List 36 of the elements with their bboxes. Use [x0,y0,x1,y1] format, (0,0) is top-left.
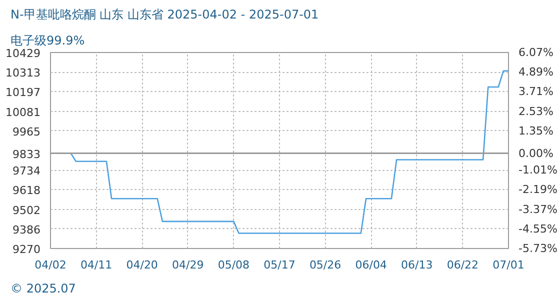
y-tick-label: 9618 [12,184,41,198]
x-tick-label: 06/04 [355,258,387,272]
y-tick-label: 10081 [6,106,41,119]
y2-tick-label: -2.19% [518,183,558,196]
x-tick-label: 04/29 [172,258,204,272]
y2-tick-label: 0.00% [518,146,554,160]
x-tick-label: 05/17 [264,258,296,272]
chart-title: N-甲基吡咯烷酮 山东 山东省 2025-04-02 - 2025-07-01 [10,8,319,22]
y-tick-label: 10313 [6,66,41,80]
x-tick-label: 07/01 [492,258,524,272]
y-tick-label: 9270 [12,243,41,256]
y2-tick-label: -1.01% [518,164,558,177]
x-tick-label: 04/11 [80,258,112,272]
x-tick-label: 05/08 [218,258,250,272]
y-tick-label: 9502 [12,204,41,217]
y2-tick-label: 4.89% [518,66,554,79]
x-tick-label: 04/20 [126,258,158,272]
y2-tick-label: -3.37% [518,202,558,216]
y-tick-label: 10197 [6,86,41,100]
y-tick-label: 9833 [12,148,41,161]
y-tick-label: 9965 [12,125,41,138]
y2-tick-label: 2.53% [518,104,554,118]
x-tick-label: 06/22 [446,258,479,272]
chart-subtitle: 电子级99.9% [10,34,85,48]
x-tick-label: 04/02 [34,258,66,272]
x-tick-label: 05/26 [309,258,342,272]
y2-tick-label: 6.07% [518,46,554,59]
y2-tick-label: 3.71% [518,85,554,98]
text: © 2025.07 [10,282,76,296]
x-tick-label: 06/13 [401,258,433,272]
y2-tick-label: 1.35% [518,124,554,138]
y-tick-label: 9386 [12,223,41,236]
y2-tick-label: -4.55% [518,222,558,236]
y-tick-label: 9734 [12,164,41,178]
y-tick-label: 10429 [6,47,41,60]
y2-tick-label: -5.73% [518,242,558,255]
